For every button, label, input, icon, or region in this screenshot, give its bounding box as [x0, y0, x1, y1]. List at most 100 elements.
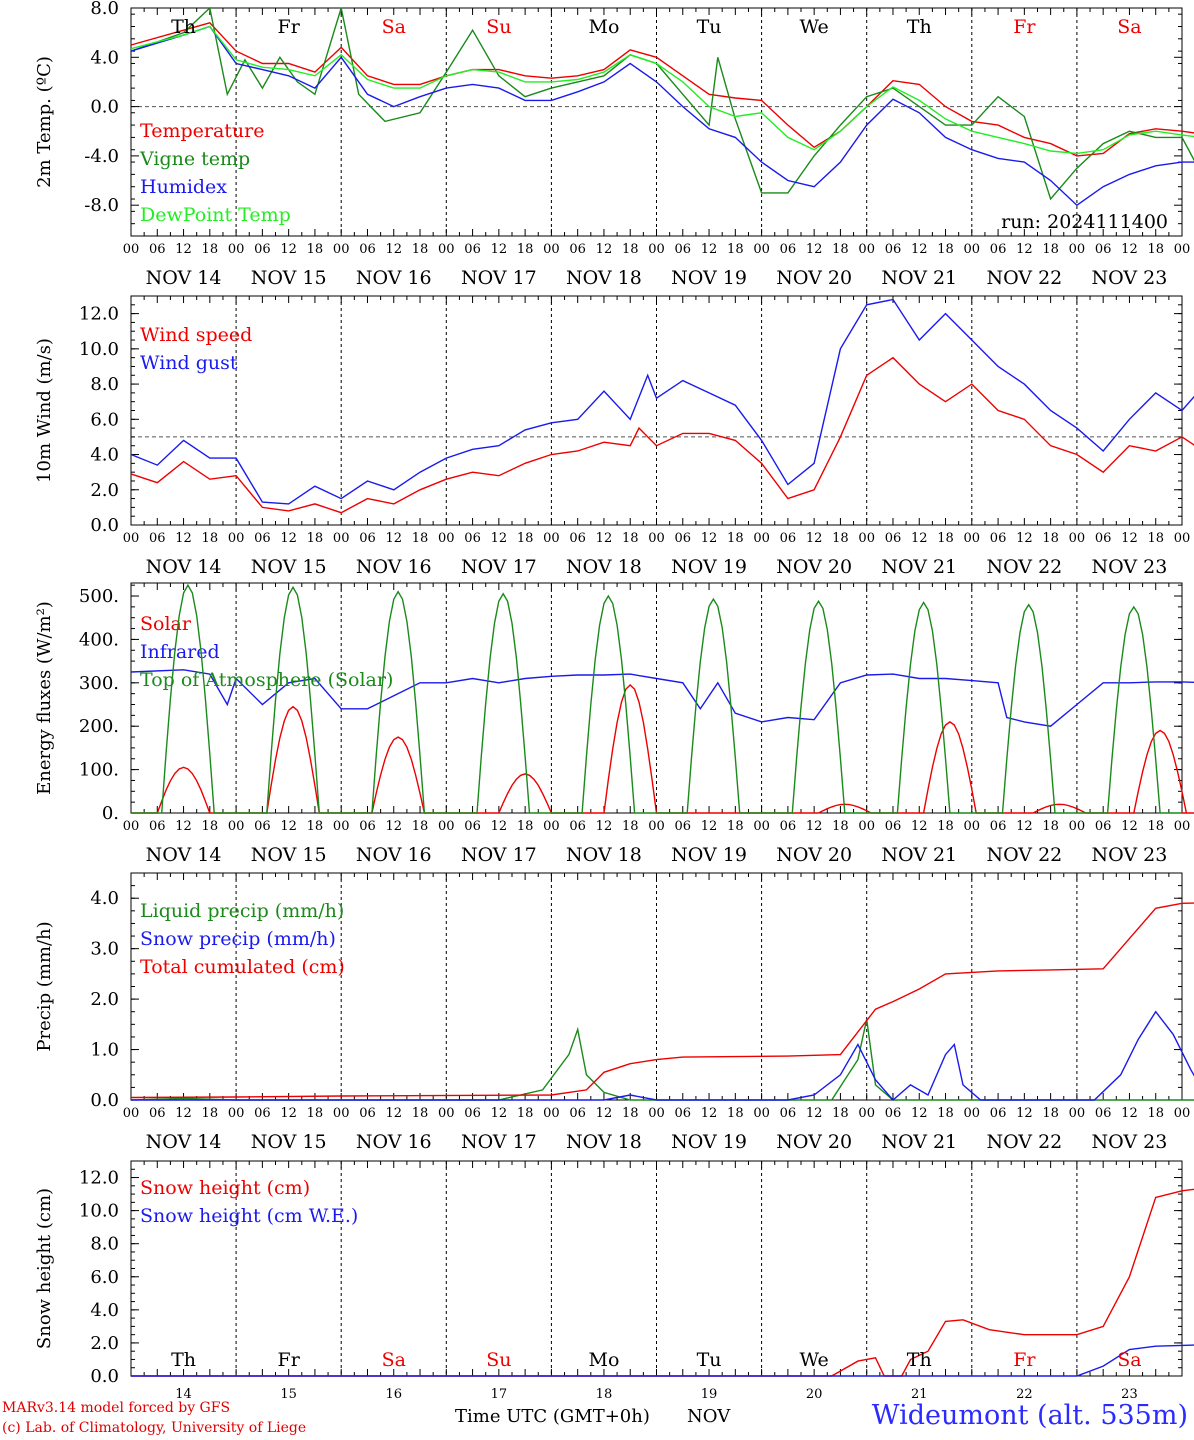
date-label: NOV 14 [146, 556, 222, 578]
series-line-2 [130, 669, 1194, 727]
hour-tick-label: 00 [1174, 531, 1191, 546]
hour-tick-label: 00 [648, 819, 665, 834]
date-label: NOV 15 [251, 844, 327, 866]
hour-tick-label: 12 [911, 1106, 928, 1121]
y-tick-label: 300. [79, 673, 119, 694]
y-tick-label: -4.0 [84, 146, 119, 167]
day-number: 15 [280, 1387, 297, 1402]
hour-tick-label: 18 [937, 531, 954, 546]
y-tick-label: 1.0 [90, 1040, 119, 1061]
hour-tick-label: 06 [149, 242, 166, 257]
hour-tick-label: 06 [254, 531, 271, 546]
hour-tick-label: 06 [1095, 242, 1112, 257]
series-line-2 [130, 6, 1194, 201]
series-line-2 [131, 1010, 1194, 1101]
hour-tick-label: 00 [1069, 819, 1086, 834]
hour-tick-label: 12 [806, 531, 823, 546]
date-label: NOV 16 [356, 1131, 432, 1153]
y-tick-label: 2.0 [90, 989, 119, 1010]
day-number: 20 [806, 1387, 823, 1402]
hour-tick-label: 18 [307, 531, 324, 546]
day-name-top: We [800, 16, 829, 38]
hour-tick-label: 12 [175, 242, 192, 257]
hour-tick-label: 18 [1042, 531, 1059, 546]
y-axis-label: Snow height (cm) [34, 1188, 55, 1349]
series-line-3 [131, 583, 1182, 814]
day-name-top: Fr [1013, 16, 1036, 38]
hour-tick-label: 00 [228, 819, 245, 834]
y-tick-label: 500. [79, 586, 119, 607]
hour-tick-label: 18 [202, 242, 219, 257]
day-number: 21 [911, 1387, 928, 1402]
hour-tick-label: 00 [858, 531, 875, 546]
day-number: 23 [1121, 1387, 1138, 1402]
date-label: NOV 15 [251, 267, 327, 289]
date-label: NOV 17 [461, 267, 537, 289]
model-credit: MARv3.14 model forced by GFS [2, 1400, 231, 1416]
date-label: NOV 20 [776, 1131, 852, 1153]
hour-tick-label: 12 [1121, 819, 1138, 834]
x-axis-month: NOV [687, 1406, 731, 1427]
day-number: 14 [175, 1387, 192, 1402]
hour-tick-label: 18 [307, 242, 324, 257]
hour-tick-label: 18 [727, 819, 744, 834]
hour-tick-label: 12 [175, 819, 192, 834]
y-axis-label: 2m Temp. (ºC) [34, 56, 55, 188]
date-label: NOV 23 [1092, 556, 1168, 578]
hour-tick-label: 18 [517, 819, 534, 834]
y-tick-label: 4.0 [90, 888, 119, 909]
hour-tick-label: 12 [596, 242, 613, 257]
hour-tick-label: 18 [1147, 242, 1164, 257]
day-name-top: Su [486, 16, 511, 38]
hour-tick-label: 06 [464, 819, 481, 834]
hour-tick-label: 00 [858, 819, 875, 834]
hour-tick-label: 18 [727, 531, 744, 546]
hour-tick-label: 00 [438, 531, 455, 546]
hour-tick-label: 18 [832, 1106, 849, 1121]
y-tick-label: 4.0 [90, 445, 119, 466]
run-label: run: 2024111400 [1001, 211, 1168, 233]
y-axis-label: Precip (mm/h) [34, 921, 55, 1051]
series-line-1 [130, 356, 1194, 514]
day-name-top: Sa [382, 16, 406, 38]
chart-panel-5: 12.0 10.0 8.0 6.0 4.0 2.0 0.0 Snow height (cm) S… [34, 1160, 1194, 1387]
hour-tick-label: 00 [964, 819, 981, 834]
legend-entry: Snow height (cm W.E.) [140, 1205, 358, 1227]
date-label: NOV 22 [986, 1131, 1062, 1153]
hour-tick-label: 06 [1095, 531, 1112, 546]
hour-tick-label: 18 [412, 242, 429, 257]
hour-tick-label: 00 [858, 242, 875, 257]
y-tick-label: 10.0 [79, 1201, 119, 1222]
hour-tick-label: 06 [149, 531, 166, 546]
hour-tick-label: 12 [701, 819, 718, 834]
date-label: NOV 21 [881, 556, 957, 578]
hour-tick-label: 12 [911, 242, 928, 257]
date-label: NOV 17 [461, 844, 537, 866]
day-number: 19 [701, 1387, 718, 1402]
date-label: NOV 21 [881, 844, 957, 866]
hour-tick-label: 12 [1016, 819, 1033, 834]
hour-tick-label: 06 [885, 1106, 902, 1121]
hour-tick-label: 12 [596, 1106, 613, 1121]
hour-tick-label: 00 [543, 819, 560, 834]
hour-tick-label: 18 [412, 819, 429, 834]
lab-credit: (c) Lab. of Climatology, University of L… [2, 1420, 307, 1436]
hour-tick-label: 18 [622, 819, 639, 834]
hour-tick-label: 00 [438, 819, 455, 834]
hour-tick-label: 00 [648, 531, 665, 546]
hour-tick-label: 00 [753, 819, 770, 834]
date-label: NOV 19 [671, 267, 747, 289]
date-label: NOV 16 [356, 844, 432, 866]
series-line-1 [131, 1188, 1194, 1377]
hour-tick-label: 12 [280, 819, 297, 834]
hour-tick-label: 18 [1147, 531, 1164, 546]
hour-tick-label: 06 [254, 242, 271, 257]
hour-tick-label: 18 [937, 819, 954, 834]
hour-tick-label: 12 [806, 242, 823, 257]
hour-tick-label: 00 [438, 242, 455, 257]
legend-entry: DewPoint Temp [140, 204, 291, 226]
hour-tick-label: 06 [885, 531, 902, 546]
y-tick-label: 4.0 [90, 47, 119, 68]
hour-tick-label: 18 [1042, 242, 1059, 257]
hour-tick-label: 12 [280, 1106, 297, 1121]
